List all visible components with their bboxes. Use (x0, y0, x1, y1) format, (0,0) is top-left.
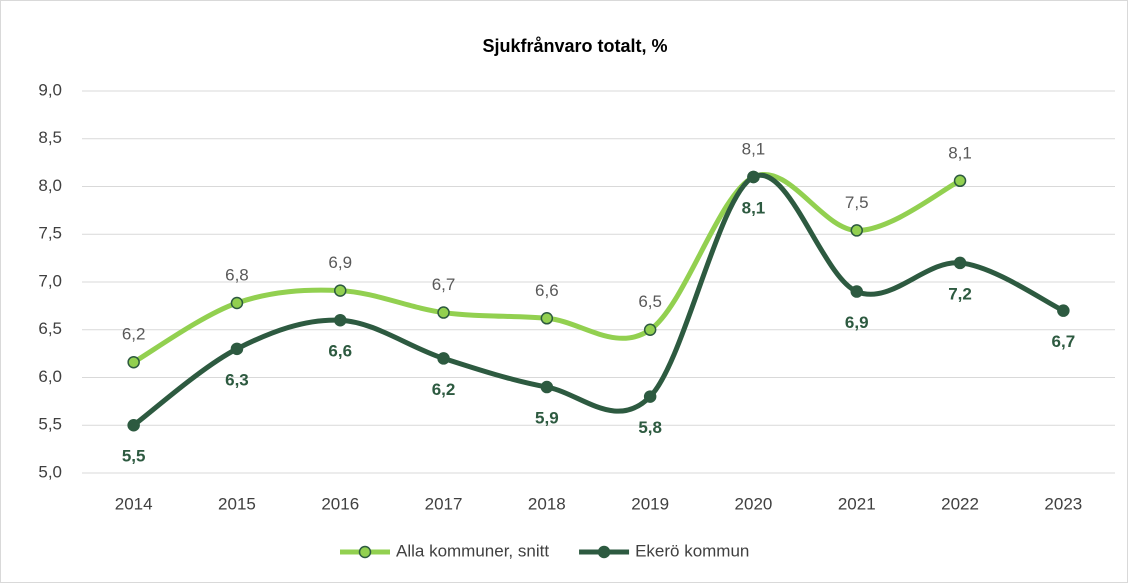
y-tick-label: 7,0 (38, 271, 62, 290)
data-point (953, 256, 967, 270)
data-point (437, 352, 450, 365)
data-point (540, 312, 554, 325)
data-label: 6,8 (225, 265, 249, 284)
data-point (747, 170, 760, 184)
data-label: 8,1 (742, 198, 766, 217)
y-tick-label: 7,5 (38, 224, 62, 243)
legend-marker (358, 545, 372, 559)
data-label: 6,6 (535, 281, 559, 300)
data-point (437, 306, 450, 319)
data-point (643, 390, 657, 403)
data-label: 6,9 (328, 253, 352, 272)
x-tick-label: 2018 (528, 494, 566, 513)
data-point (850, 224, 863, 237)
x-tick-label: 2016 (321, 494, 359, 513)
data-label: 6,6 (328, 342, 352, 361)
data-label: 8,1 (948, 143, 972, 162)
data-point (850, 285, 863, 298)
data-point (230, 342, 244, 356)
x-tick-label: 2014 (115, 494, 153, 513)
legend-label: Alla kommuner, snitt (396, 541, 549, 560)
legend-marker (597, 545, 611, 559)
data-label: 6,7 (432, 275, 456, 294)
y-tick-label: 9,0 (38, 80, 62, 99)
x-tick-label: 2019 (631, 494, 669, 513)
data-point (643, 323, 657, 336)
data-label: 6,7 (1052, 332, 1076, 351)
series-line (131, 172, 1066, 428)
y-tick-label: 5,0 (38, 462, 62, 481)
series-line (131, 172, 963, 365)
x-tick-label: 2022 (941, 494, 979, 513)
y-tick-label: 6,0 (38, 367, 62, 386)
data-point (334, 284, 347, 297)
y-tick-label: 8,0 (38, 176, 62, 195)
data-point (953, 174, 967, 188)
data-label: 6,5 (638, 292, 662, 311)
x-tick-label: 2021 (838, 494, 876, 513)
data-point (127, 355, 140, 369)
data-point (127, 419, 140, 432)
data-label: 5,9 (535, 409, 559, 428)
y-tick-label: 6,5 (38, 319, 62, 338)
data-label: 6,9 (845, 313, 869, 332)
data-label: 6,3 (225, 370, 249, 389)
x-tick-label: 2020 (735, 494, 773, 513)
legend-label: Ekerö kommun (635, 541, 749, 560)
data-label: 7,2 (948, 284, 972, 303)
data-label: 5,8 (638, 418, 662, 437)
data-point (334, 313, 347, 327)
x-tick-label: 2015 (218, 494, 256, 513)
data-label: 5,5 (122, 447, 146, 466)
data-point (1057, 304, 1070, 317)
data-label: 6,2 (122, 325, 146, 344)
data-point (540, 380, 554, 394)
chart-title: Sjukfrånvaro totalt, % (482, 36, 667, 56)
y-tick-label: 5,5 (38, 415, 62, 434)
data-label: 8,1 (742, 139, 766, 158)
x-tick-label: 2017 (425, 494, 463, 513)
data-label: 6,2 (432, 380, 456, 399)
x-tick-label: 2023 (1044, 494, 1082, 513)
y-tick-label: 8,5 (38, 128, 62, 147)
data-label: 7,5 (845, 193, 869, 212)
data-point (230, 296, 244, 310)
